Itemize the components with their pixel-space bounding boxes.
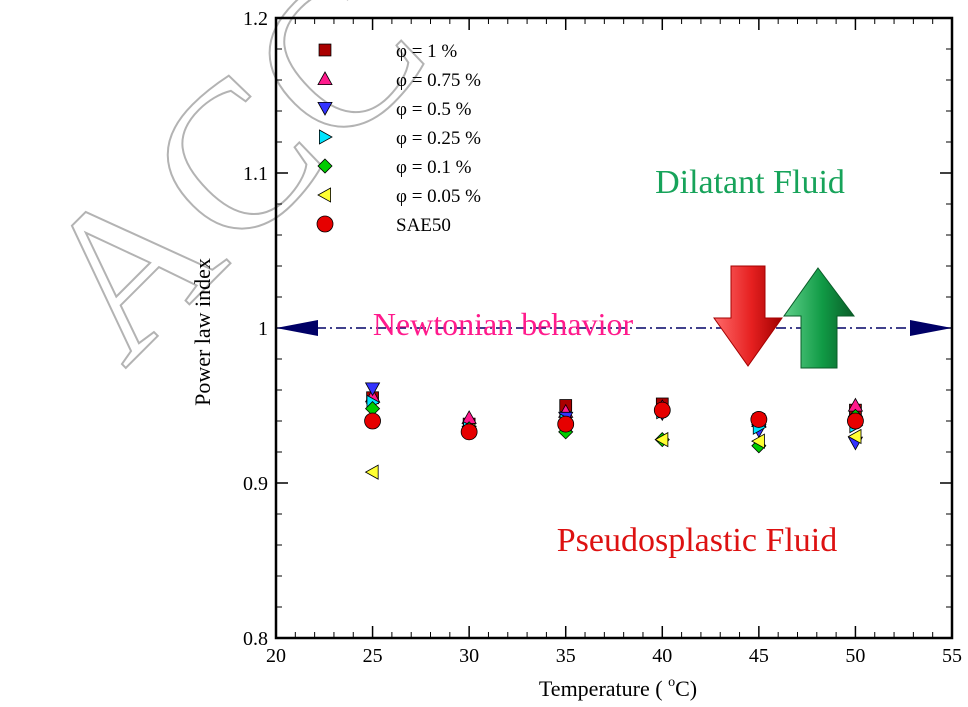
annotation-dilatant: Dilatant Fluid xyxy=(655,164,845,201)
annotation-newtonian: Newtonian behavior xyxy=(373,306,634,342)
legend-label: φ = 0.25 % xyxy=(396,128,481,149)
y-tick-label: 0.8 xyxy=(243,628,268,650)
data-point xyxy=(847,412,864,430)
data-point xyxy=(557,415,575,433)
legend-marker xyxy=(316,215,334,233)
legend-marker xyxy=(317,102,333,116)
data-point xyxy=(364,464,379,480)
legend-label: SAE50 xyxy=(396,215,451,236)
left-arrowhead xyxy=(276,320,318,336)
y-tick-label: 1.1 xyxy=(243,163,268,185)
legend-label: φ = 0.75 % xyxy=(396,70,481,91)
legend-marker xyxy=(317,187,332,203)
legend-marker xyxy=(318,43,332,57)
legend-label: φ = 0.1 % xyxy=(396,157,472,178)
annotation-pseudoplastic: Pseudosplastic Fluid xyxy=(557,522,838,559)
y-tick-label: 1 xyxy=(258,318,268,340)
legend-label: φ = 0.5 % xyxy=(396,99,472,120)
x-tick-label: 45 xyxy=(749,645,769,667)
legend-marker xyxy=(317,71,333,85)
x-axis-label-main: Temperature ( xyxy=(539,676,668,701)
x-tick-label: 55 xyxy=(942,645,962,667)
down-arrow xyxy=(713,265,783,367)
data-points xyxy=(364,382,864,480)
x-tick-label: 35 xyxy=(556,645,576,667)
x-axis-label-sup: o xyxy=(668,675,675,690)
x-axis-label: Temperature ( oC) xyxy=(539,675,697,701)
legend-label: φ = 0.05 % xyxy=(396,186,481,207)
x-axis-label-end: C) xyxy=(675,676,697,701)
y-axis-label: Power law index xyxy=(190,258,215,406)
legend: φ = 1 % φ = 0.75 % φ = 0.5 % φ = 0.25 % φ = … xyxy=(316,41,481,236)
legend-label: φ = 1 % xyxy=(396,41,457,62)
data-point xyxy=(654,431,669,448)
right-arrowhead xyxy=(910,320,952,336)
data-point xyxy=(460,423,478,441)
y-tick-label: 1.2 xyxy=(243,8,268,30)
data-point xyxy=(653,401,671,419)
axes: 20 25 30 35 40 45 50 55 0.8 0.9 1 1.1 1.2 xyxy=(243,8,962,667)
data-point xyxy=(364,412,381,430)
x-tick-label: 30 xyxy=(459,645,479,667)
x-tick-label: 25 xyxy=(363,645,383,667)
x-tick-label: 50 xyxy=(845,645,865,667)
y-tick-label: 0.9 xyxy=(243,473,268,495)
flow-arrows xyxy=(713,265,855,369)
up-arrow xyxy=(783,267,855,369)
x-tick-label: 40 xyxy=(652,645,672,667)
data-point xyxy=(847,428,862,445)
data-point xyxy=(751,433,765,449)
legend-marker xyxy=(317,158,333,174)
newtonian-reference-line xyxy=(276,320,952,336)
x-tick-label: 20 xyxy=(266,645,286,667)
data-point xyxy=(750,411,768,428)
data-point xyxy=(364,382,381,397)
legend-marker xyxy=(318,129,333,145)
